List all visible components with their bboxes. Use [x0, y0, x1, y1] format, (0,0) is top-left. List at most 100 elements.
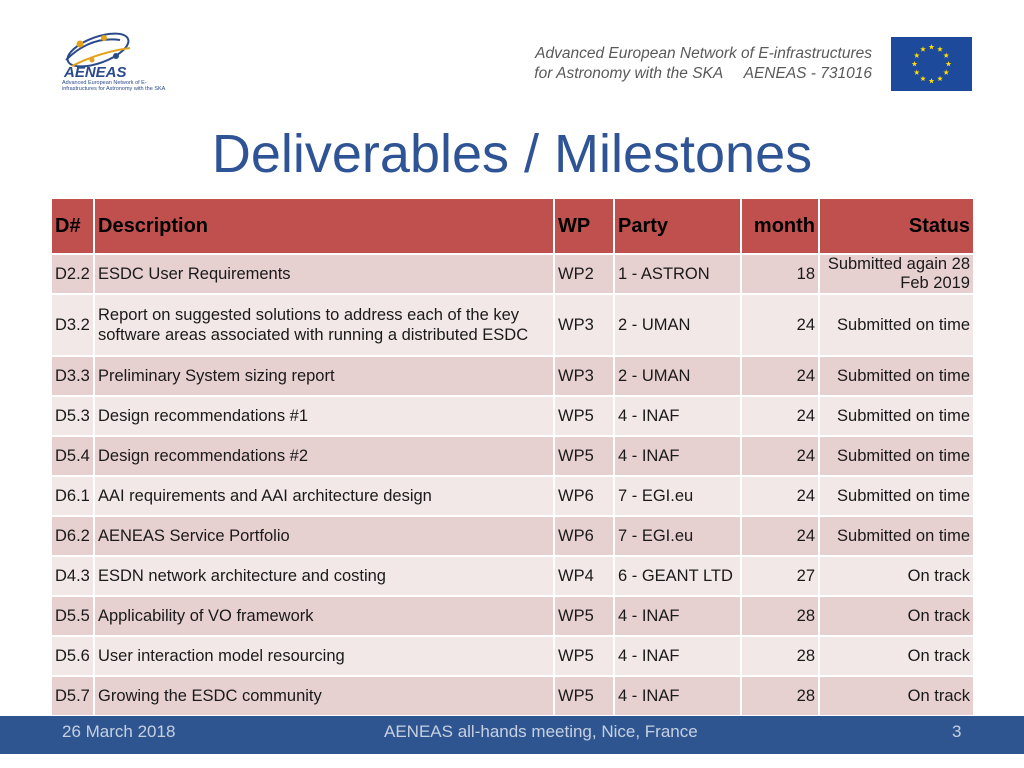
cell-status: On track: [818, 675, 975, 717]
cell-wp: WP3: [553, 293, 615, 357]
col-header-status: Status: [818, 197, 975, 255]
cell-month: 24: [740, 515, 820, 557]
cell-id: D5.4: [50, 435, 95, 477]
cell-month: 24: [740, 475, 820, 517]
eu-star-icon: [913, 69, 920, 75]
cell-month: 28: [740, 675, 820, 717]
cell-id: D2.2: [50, 253, 95, 295]
aeneas-logo: AENEAS: [63, 32, 131, 81]
table-row: D4.3 ESDN network architecture and costin…: [50, 555, 975, 597]
table-row: D6.1 AAI requirements and AAI architectur…: [50, 475, 975, 517]
cell-status: Submitted on time: [818, 355, 975, 397]
deliverables-table: D# Description WP Party month Status D2.…: [50, 197, 975, 717]
logo-subtitle: Advanced European Network of E-infrastru…: [62, 80, 166, 92]
col-header-wp: WP: [553, 197, 615, 255]
table-row: D5.6 User interaction model resourcing WP5…: [50, 635, 975, 677]
table-row: D5.3 Design recommendations #1 WP5 4 - INAF…: [50, 395, 975, 437]
cell-party: 2 - UMAN: [613, 355, 742, 397]
cell-description: Design recommendations #1: [93, 395, 555, 437]
cell-id: D6.2: [50, 515, 95, 557]
cell-month: 24: [740, 435, 820, 477]
cell-id: D5.3: [50, 395, 95, 437]
cell-description: Preliminary System sizing report: [93, 355, 555, 397]
cell-wp: WP5: [553, 595, 615, 637]
eu-flag-icon: [891, 37, 972, 91]
cell-description: User interaction model resourcing: [93, 635, 555, 677]
eu-star-icon: [943, 52, 950, 58]
eu-star-icon: [928, 78, 935, 84]
cell-description: AENEAS Service Portfolio: [93, 515, 555, 557]
cell-wp: WP3: [553, 355, 615, 397]
cell-month: 18: [740, 253, 820, 295]
cell-month: 27: [740, 555, 820, 597]
table-row: D5.5 Applicability of VO framework WP5 4 - …: [50, 595, 975, 637]
cell-wp: WP5: [553, 435, 615, 477]
cell-wp: WP6: [553, 475, 615, 517]
cell-status: Submitted on time: [818, 515, 975, 557]
table-row: D5.4 Design recommendations #2 WP5 4 - INAF…: [50, 435, 975, 477]
footer-event: AENEAS all-hands meeting, Nice, France: [384, 722, 698, 741]
cell-status: On track: [818, 595, 975, 637]
cell-id: D6.1: [50, 475, 95, 517]
cell-id: D4.3: [50, 555, 95, 597]
cell-description: Growing the ESDC community: [93, 675, 555, 717]
cell-id: D3.2: [50, 293, 95, 357]
cell-party: 7 - EGI.eu: [613, 475, 742, 517]
cell-description: ESDC User Requirements: [93, 253, 555, 295]
header-line-2: for Astronomy with the SKA AENEAS - 7310…: [534, 65, 872, 82]
cell-status: Submitted on time: [818, 435, 975, 477]
cell-id: D5.5: [50, 595, 95, 637]
footer-bar: 26 March 2018 AENEAS all-hands meeting, …: [0, 716, 1024, 754]
cell-party: 2 - UMAN: [613, 293, 742, 357]
cell-party: 4 - INAF: [613, 595, 742, 637]
cell-month: 24: [740, 293, 820, 357]
eu-star-icon: [937, 75, 943, 82]
table-header-row: D# Description WP Party month Status: [50, 197, 975, 255]
cell-wp: WP4: [553, 555, 615, 597]
cell-status: Submitted again 28 Feb 2019: [818, 253, 975, 295]
eu-star-icon: [920, 75, 926, 82]
cell-month: 28: [740, 635, 820, 677]
col-header-description: Description: [93, 197, 555, 255]
col-header-month: month: [740, 197, 820, 255]
table-row: D5.7 Growing the ESDC community WP5 4 - INA…: [50, 675, 975, 717]
cell-wp: WP5: [553, 675, 615, 717]
cell-party: 6 - GEANT LTD: [613, 555, 742, 597]
cell-party: 4 - INAF: [613, 435, 742, 477]
cell-status: On track: [818, 635, 975, 677]
cell-description: Design recommendations #2: [93, 435, 555, 477]
cell-description: Report on suggested solutions to address…: [93, 293, 555, 357]
cell-wp: WP2: [553, 253, 615, 295]
svg-text:AENEAS: AENEAS: [63, 64, 127, 81]
footer-date: 26 March 2018: [62, 722, 176, 741]
table-row: D3.3 Preliminary System sizing report WP3 2…: [50, 355, 975, 397]
cell-month: 24: [740, 395, 820, 437]
page-number: 3: [952, 722, 962, 741]
header-line-1: Advanced European Network of E-infrastru…: [535, 45, 872, 62]
cell-party: 4 - INAF: [613, 395, 742, 437]
eu-star-icon: [911, 61, 918, 67]
cell-id: D5.6: [50, 635, 95, 677]
cell-party: 7 - EGI.eu: [613, 515, 742, 557]
cell-status: Submitted on time: [818, 293, 975, 357]
slide-title: Deliverables / Milestones: [211, 124, 813, 184]
col-header-id: D#: [50, 197, 95, 255]
col-header-party: Party: [613, 197, 742, 255]
cell-status: On track: [818, 555, 975, 597]
cell-wp: WP6: [553, 515, 615, 557]
table-row: D2.2 ESDC User Requirements WP2 1 - ASTRON 1…: [50, 253, 975, 295]
eu-star-icon: [928, 44, 935, 50]
cell-party: 1 - ASTRON: [613, 253, 742, 295]
cell-wp: WP5: [553, 635, 615, 677]
cell-party: 4 - INAF: [613, 675, 742, 717]
eu-star-icon: [937, 46, 943, 52]
eu-star-icon: [920, 46, 926, 52]
table-row: D6.2 AENEAS Service Portfolio WP6 7 - EGI.e…: [50, 515, 975, 557]
cell-party: 4 - INAF: [613, 635, 742, 677]
cell-id: D3.3: [50, 355, 95, 397]
eu-star-icon: [913, 52, 920, 58]
cell-status: Submitted on time: [818, 395, 975, 437]
cell-month: 28: [740, 595, 820, 637]
cell-description: ESDN network architecture and costing: [93, 555, 555, 597]
cell-description: AAI requirements and AAI architecture de…: [93, 475, 555, 517]
